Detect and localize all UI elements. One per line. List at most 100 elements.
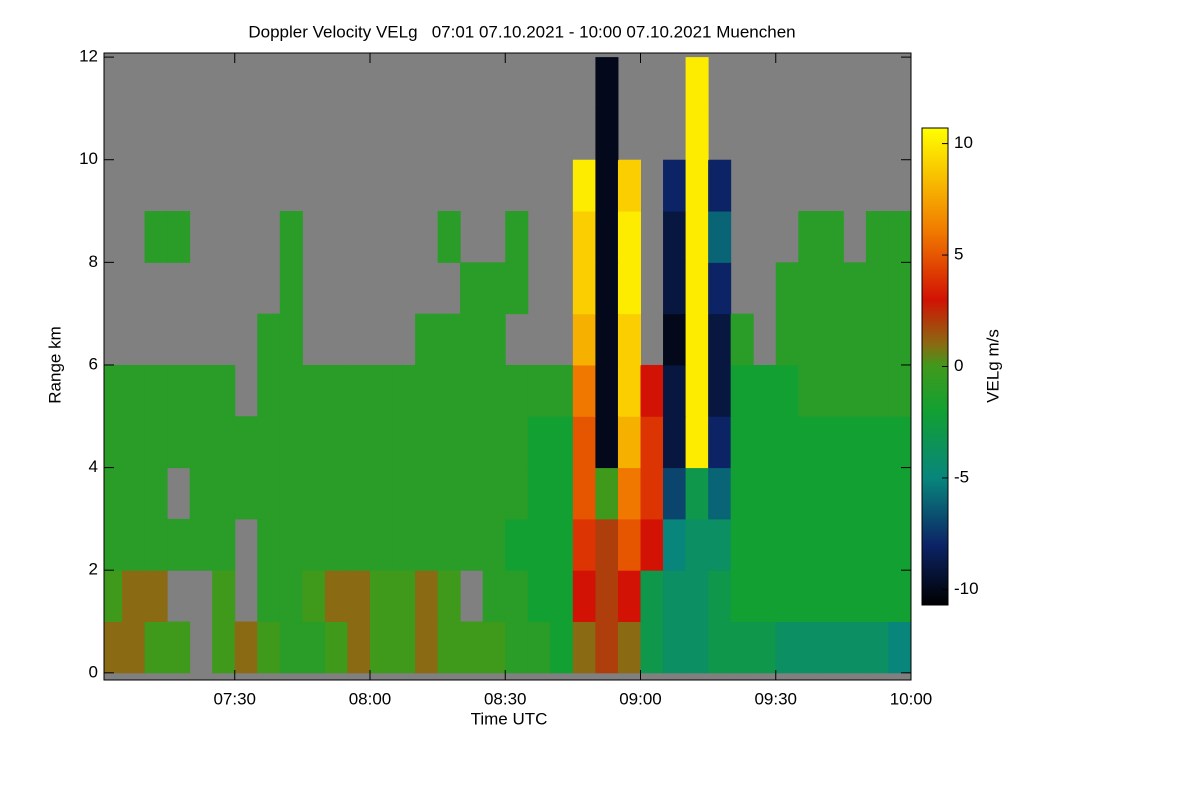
heatmap-cell <box>617 467 641 520</box>
heatmap-cell <box>347 518 371 571</box>
plot-frame <box>103 52 912 681</box>
heatmap-cell <box>279 467 303 520</box>
heatmap-cell <box>482 364 506 417</box>
colorbar-tick-label: -5 <box>954 467 969 486</box>
heatmap-cell <box>888 416 912 469</box>
heatmap-cell <box>798 570 822 623</box>
heatmap-cell <box>437 313 461 366</box>
heatmap-cell <box>392 570 416 623</box>
heatmap-cell <box>572 262 596 315</box>
heatmap-cell <box>820 416 844 469</box>
heatmap-cell <box>279 621 303 674</box>
heatmap-cell <box>843 570 867 623</box>
heatmap-cell <box>685 621 709 674</box>
heatmap-cell <box>595 108 619 161</box>
heatmap-cell <box>572 211 596 263</box>
heatmap-cell <box>888 621 912 674</box>
heatmap-cell <box>347 364 371 417</box>
heatmap-cell <box>820 211 844 263</box>
heatmap-cell <box>104 570 123 623</box>
heatmap-cell <box>865 416 889 469</box>
heatmap-cell <box>775 364 799 417</box>
heatmap-cell <box>144 364 168 417</box>
heatmap-cell <box>437 416 461 469</box>
heatmap-cell <box>144 467 168 520</box>
heatmap-cell <box>144 570 168 623</box>
heatmap-cell <box>369 364 394 417</box>
heatmap-cell <box>663 621 687 674</box>
heatmap-cell <box>505 364 529 417</box>
heatmap-cell <box>595 313 619 366</box>
heatmap-cell <box>617 621 641 674</box>
heatmap-cell <box>257 467 281 520</box>
heatmap-cell <box>753 467 777 520</box>
heatmap-cell <box>865 518 889 571</box>
heatmap-cell <box>505 211 529 263</box>
heatmap-cell <box>234 416 258 469</box>
heatmap-cell <box>888 211 912 263</box>
heatmap-cell <box>865 211 889 263</box>
heatmap-cell <box>685 108 709 161</box>
heatmap-cell <box>865 621 889 674</box>
heatmap-cell <box>888 364 912 417</box>
heatmap-cell <box>257 570 281 623</box>
heatmap-cell <box>572 313 596 366</box>
heatmap-cell <box>663 262 687 315</box>
heatmap-cell <box>595 57 619 109</box>
y-tick-label: 4 <box>89 457 98 476</box>
heatmap-cell <box>347 570 371 623</box>
heatmap-cell <box>460 313 484 366</box>
heatmap-cell <box>505 570 529 623</box>
heatmap-cell <box>640 621 664 674</box>
heatmap-cell <box>753 621 777 674</box>
heatmap-cell <box>708 364 732 417</box>
heatmap-cell <box>482 467 506 520</box>
heatmap-cell <box>324 467 348 520</box>
heatmap-cell <box>685 467 709 520</box>
y-tick-label: 10 <box>79 149 98 168</box>
heatmap-cell <box>820 313 844 366</box>
heatmap-cell <box>550 570 574 623</box>
heatmap-cell <box>257 518 281 571</box>
heatmap-cell <box>324 621 348 674</box>
x-tick-label: 07:30 <box>213 689 256 708</box>
heatmap-cell <box>302 364 326 417</box>
heatmap-cell <box>730 467 754 520</box>
heatmap-cell <box>685 57 709 109</box>
heatmap-cell <box>550 467 574 520</box>
heatmap-cell <box>302 570 326 623</box>
heatmap-cell <box>122 467 146 520</box>
heatmap-cell <box>775 467 799 520</box>
heatmap-cell <box>415 621 439 674</box>
heatmap-cell <box>595 211 619 263</box>
heatmap-cell <box>505 262 529 315</box>
heatmap-cell <box>167 621 191 674</box>
heatmap-cell <box>550 364 574 417</box>
heatmap-cell <box>708 467 732 520</box>
heatmap-cell <box>685 313 709 366</box>
heatmap-cell <box>302 621 326 674</box>
heatmap-cell <box>685 262 709 315</box>
heatmap-cell <box>122 364 146 417</box>
heatmap-cell <box>572 416 596 469</box>
heatmap-cell <box>550 621 574 674</box>
heatmap-cell <box>104 467 123 520</box>
heatmap-cell <box>798 313 822 366</box>
heatmap-cell <box>775 621 799 674</box>
heatmap-cell <box>708 262 732 315</box>
x-tick-label: 09:30 <box>754 689 797 708</box>
heatmap-cell <box>369 467 394 520</box>
heatmap-cell <box>730 313 754 366</box>
heatmap-cell <box>460 364 484 417</box>
heatmap-cell <box>572 570 596 623</box>
y-tick-label: 6 <box>89 354 98 373</box>
heatmap-cell <box>212 416 236 469</box>
heatmap-cell <box>572 518 596 571</box>
heatmap-cell <box>482 262 506 315</box>
heatmap-cell <box>527 467 551 520</box>
heatmap-cell <box>104 621 123 674</box>
heatmap-cell <box>437 570 461 623</box>
heatmap-cell <box>798 621 822 674</box>
heatmap-cell <box>798 416 822 469</box>
